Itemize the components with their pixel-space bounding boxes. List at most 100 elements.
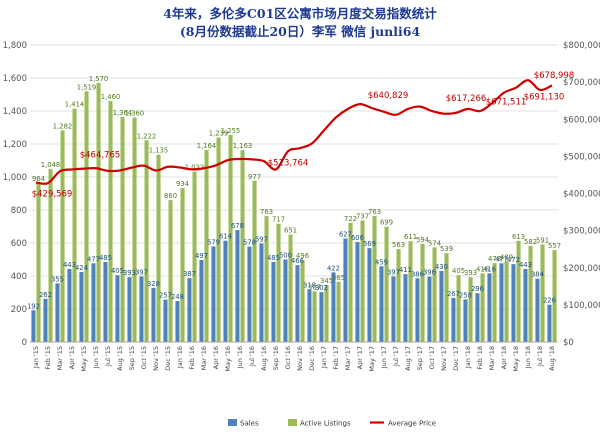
left-tick-label: 200 [11,305,27,315]
sales-value-label: 387 [183,270,196,278]
x-tick-label: Oct '16 [284,346,292,369]
listings-bar [420,243,425,342]
right-tick-label: $800,000 [563,41,600,51]
sales-bar [463,299,468,342]
x-tick-label: Jan '17 [320,346,328,369]
listings-bar [288,234,293,342]
x-tick-label: Sep '15 [128,346,136,370]
sales-bar [223,240,228,342]
sales-value-label: 318 [303,282,316,290]
listings-bar [156,154,161,342]
x-tick-label: Mar '15 [56,346,64,370]
sales-value-label: 416 [483,265,496,273]
listings-value-label: 393 [464,269,477,277]
x-tick-label: Feb '16 [188,346,196,370]
x-tick-label: Jan '15 [32,346,40,369]
x-tick-label: Nov '16 [296,346,304,371]
price-label: $617,266 [446,94,487,104]
listings-bar [240,150,245,342]
right-tick-label: $100,000 [563,301,600,311]
right-tick-label: $600,000 [563,115,600,125]
sales-bar [295,265,300,342]
listings-bar [192,171,197,342]
listings-bar [480,273,485,342]
sales-bar [127,277,132,342]
sales-value-label: 497 [195,252,208,260]
listings-value-label: 307 [308,283,321,291]
listings-bar [264,216,269,342]
sales-bar [271,261,276,342]
x-tick-label: Jan '18 [464,346,472,369]
x-tick-label: May '15 [80,346,88,372]
sales-value-label: 262 [39,291,52,299]
x-tick-label: Aug '18 [548,346,556,371]
right-tick-label: $200,000 [563,264,600,274]
listings-bar [528,245,533,342]
sales-bar [187,278,192,342]
sales-value-label: 258 [459,291,472,299]
listings-value-label: 977 [248,173,261,181]
sales-value-label: 302 [315,284,328,292]
sales-bar [79,272,84,342]
sales-value-label: 477 [87,255,100,263]
sales-bar [91,263,96,342]
sales-value-label: 226 [543,297,556,305]
listings-value-label: 1,239 [209,130,228,138]
sales-value-label: 579 [207,238,220,246]
sales-value-label: 472 [507,256,520,264]
bar-labels: 192 964 262 1,048 355 1,282 443 1,414 424 1,519 47… [27,75,561,310]
sales-value-label: 606 [351,234,364,242]
x-tick-label: Nov '15 [152,346,160,371]
x-tick-label: Apr '17 [356,346,364,369]
price-label: $671,511 [486,98,527,108]
left-tick-label: 400 [11,272,27,282]
x-tick-label: Apr '18 [500,346,508,369]
sales-bar [55,283,60,342]
sales-bar [415,278,420,342]
left-tick-label: 0 [22,338,27,348]
price-label: $678,998 [534,71,575,81]
sales-bar [487,273,492,342]
sales-value-label: 396 [423,269,436,277]
sales-value-label: 443 [63,261,76,269]
sales-bar [355,242,360,342]
legend-listings-swatch [288,419,297,426]
listings-bar [60,130,65,342]
average-price-line [35,79,553,185]
x-tick-label: Dec '15 [164,346,172,371]
sales-value-label: 411 [399,266,412,274]
listings-bar [444,253,449,342]
sales-value-label: 257 [159,292,172,300]
listings-bar [312,291,317,342]
sales-value-label: 500 [279,252,292,260]
listings-value-label: 416 [476,265,489,273]
listings-bar [552,250,557,342]
sales-bar [319,292,324,342]
right-tick-label: $700,000 [563,78,600,88]
legend-sales-label: Sales [240,420,259,428]
listings-bar [132,117,137,342]
x-tick-label: May '18 [512,346,520,372]
price-label: $640,829 [368,91,409,101]
left-tick-label: 1,000 [3,173,27,183]
sales-value-label: 627 [339,231,352,239]
sales-bar [211,246,216,342]
sales-bar [331,272,336,342]
sales-bar [235,230,240,342]
listings-value-label: 582 [524,238,537,246]
sales-value-label: 267 [447,290,460,298]
listings-value-label: 539 [440,245,453,253]
sales-bar [103,261,108,342]
sales-value-label: 578 [243,239,256,247]
sales-value-label: 477 [495,255,508,263]
sales-value-label: 393 [123,269,136,277]
x-tick-label: Mar '18 [488,346,496,370]
listings-bar [120,116,125,342]
listings-value-label: 365 [332,274,345,282]
listings-value-label: 1,570 [89,75,108,83]
sales-value-label: 328 [147,280,160,288]
legend: Sales Active Listings Average Price [228,419,436,428]
x-tick-label: Mar '16 [200,346,208,370]
sales-value-label: 384 [531,271,544,279]
